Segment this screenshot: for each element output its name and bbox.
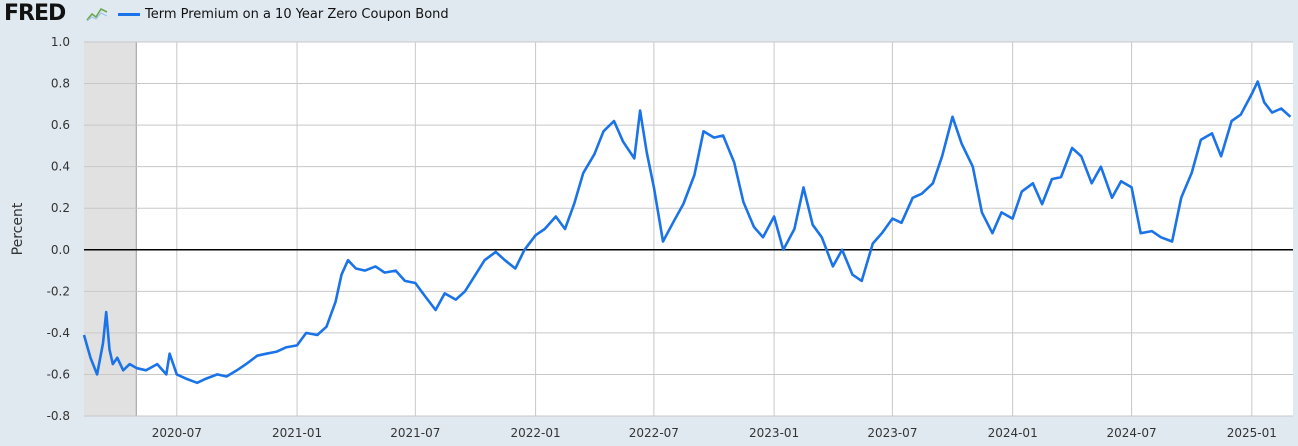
y-tick-label: -0.2 — [47, 284, 70, 298]
y-tick-label: 0.6 — [51, 118, 70, 132]
y-tick-labels: 1.0 0.8 0.6 0.4 0.2 0.0 -0.2 -0.4 -0.6 -0.8 — [47, 35, 70, 423]
plot-area — [84, 42, 1293, 416]
chart-header: FRED Term Premium on a 10 Year Zero Coup… — [0, 0, 1298, 28]
line-chart-icon — [86, 7, 108, 22]
x-tick-labels: 2020-07 2021-01 2021-07 2022-01 2022-07 2023-… — [152, 426, 1277, 440]
x-tick-label: 2024-07 — [1107, 426, 1157, 440]
y-tick-label: 0.8 — [51, 77, 70, 91]
fred-logo[interactable]: FRED — [4, 1, 66, 26]
x-tick-label: 2023-07 — [867, 426, 917, 440]
x-tick-label: 2024-01 — [988, 426, 1038, 440]
y-tick-label: -0.8 — [47, 409, 70, 423]
legend: Term Premium on a 10 Year Zero Coupon Bo… — [118, 6, 449, 22]
x-tick-label: 2022-01 — [511, 426, 561, 440]
y-tick-label: 0.0 — [51, 243, 70, 257]
y-axis-label: Percent — [10, 202, 26, 255]
x-tick-label: 2025-01 — [1227, 426, 1277, 440]
y-tick-label: 1.0 — [51, 35, 70, 49]
x-tick-label: 2020-07 — [152, 426, 202, 440]
series-line — [82, 80, 1292, 385]
x-tick-label: 2021-07 — [390, 426, 440, 440]
y-tick-label: -0.6 — [47, 367, 70, 381]
legend-swatch — [118, 12, 140, 16]
x-tick-label: 2023-01 — [749, 426, 799, 440]
legend-label: Term Premium on a 10 Year Zero Coupon Bo… — [145, 6, 449, 22]
y-tick-label: 0.4 — [51, 160, 70, 174]
x-tick-label: 2022-07 — [629, 426, 679, 440]
y-tick-label: 0.2 — [51, 201, 70, 215]
y-tick-label: -0.4 — [47, 326, 70, 340]
x-tick-label: 2021-01 — [272, 426, 322, 440]
